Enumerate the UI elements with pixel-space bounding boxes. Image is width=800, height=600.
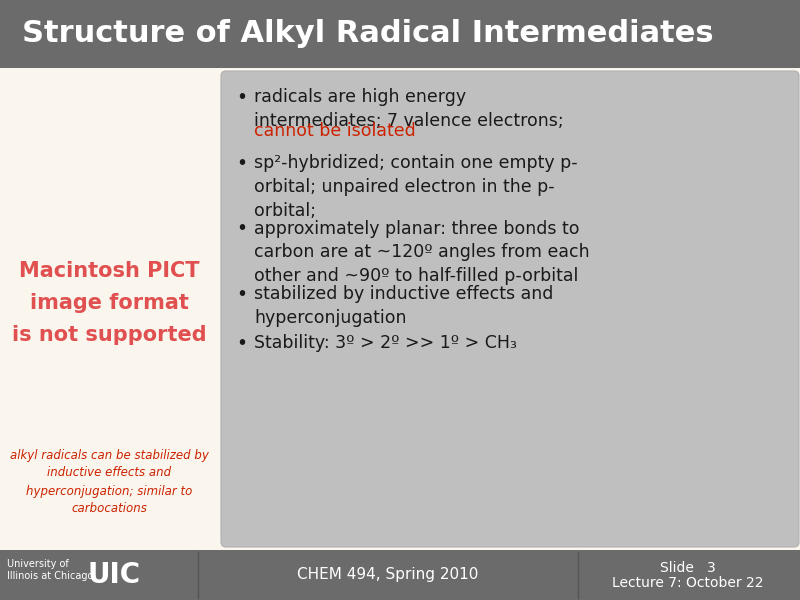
FancyBboxPatch shape — [221, 71, 799, 547]
Text: alkyl radicals can be stabilized by
inductive effects and
hyperconjugation; simi: alkyl radicals can be stabilized by indu… — [10, 449, 209, 515]
Text: image format: image format — [30, 293, 189, 313]
Text: Macintosh PICT: Macintosh PICT — [18, 262, 199, 281]
Text: University of
Illinois at Chicago: University of Illinois at Chicago — [7, 559, 94, 581]
Text: Lecture 7: October 22: Lecture 7: October 22 — [612, 576, 764, 590]
Text: Slide   3: Slide 3 — [660, 561, 716, 575]
Text: Structure of Alkyl Radical Intermediates: Structure of Alkyl Radical Intermediates — [22, 19, 714, 49]
FancyBboxPatch shape — [0, 0, 800, 68]
FancyBboxPatch shape — [0, 550, 800, 600]
Text: is not supported: is not supported — [12, 325, 206, 346]
Text: stabilized by inductive effects and
hyperconjugation: stabilized by inductive effects and hype… — [254, 285, 554, 327]
Text: •: • — [237, 88, 247, 107]
FancyBboxPatch shape — [0, 74, 218, 544]
Text: cannot be isolated: cannot be isolated — [254, 122, 416, 140]
Text: •: • — [237, 334, 247, 353]
Text: radicals are high energy
intermediates; 7 valence electrons;: radicals are high energy intermediates; … — [254, 88, 564, 130]
Text: CHEM 494, Spring 2010: CHEM 494, Spring 2010 — [298, 568, 478, 583]
Text: Stability: 3º > 2º >> 1º > CH₃: Stability: 3º > 2º >> 1º > CH₃ — [254, 334, 517, 352]
Text: approximately planar: three bonds to
carbon are at ~120º angles from each
other : approximately planar: three bonds to car… — [254, 220, 590, 285]
Text: •: • — [237, 220, 247, 238]
Text: •: • — [237, 285, 247, 304]
Text: UIC: UIC — [88, 561, 141, 589]
Text: •: • — [237, 154, 247, 173]
Text: sp²-hybridized; contain one empty p-
orbital; unpaired electron in the p-
orbita: sp²-hybridized; contain one empty p- orb… — [254, 154, 578, 220]
